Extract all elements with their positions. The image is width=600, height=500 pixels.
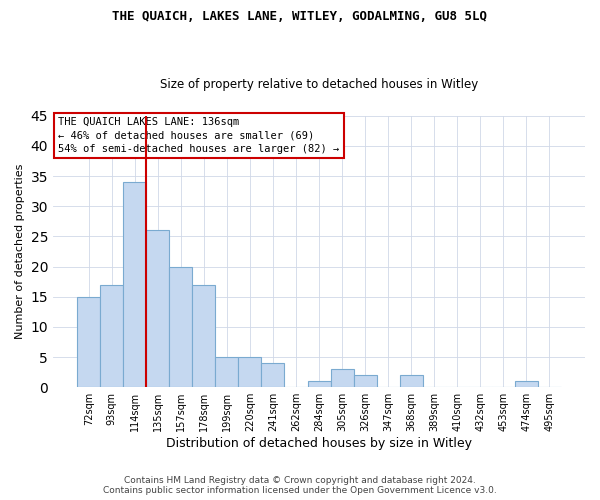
Text: THE QUAICH LAKES LANE: 136sqm
← 46% of detached houses are smaller (69)
54% of s: THE QUAICH LAKES LANE: 136sqm ← 46% of d… [58, 117, 340, 154]
Title: Size of property relative to detached houses in Witley: Size of property relative to detached ho… [160, 78, 478, 91]
Bar [353, 375, 377, 387]
Bar [100, 284, 123, 387]
Bar [123, 182, 146, 387]
Bar [77, 296, 100, 387]
Bar [400, 375, 422, 387]
Y-axis label: Number of detached properties: Number of detached properties [15, 164, 25, 339]
Bar [308, 381, 331, 387]
X-axis label: Distribution of detached houses by size in Witley: Distribution of detached houses by size … [166, 437, 472, 450]
Bar [331, 369, 353, 387]
Text: THE QUAICH, LAKES LANE, WITLEY, GODALMING, GU8 5LQ: THE QUAICH, LAKES LANE, WITLEY, GODALMIN… [113, 10, 487, 23]
Text: Contains HM Land Registry data © Crown copyright and database right 2024.
Contai: Contains HM Land Registry data © Crown c… [103, 476, 497, 495]
Bar [262, 363, 284, 387]
Bar [215, 357, 238, 387]
Bar [515, 381, 538, 387]
Bar [146, 230, 169, 387]
Bar [169, 266, 193, 387]
Bar [238, 357, 262, 387]
Bar [193, 284, 215, 387]
